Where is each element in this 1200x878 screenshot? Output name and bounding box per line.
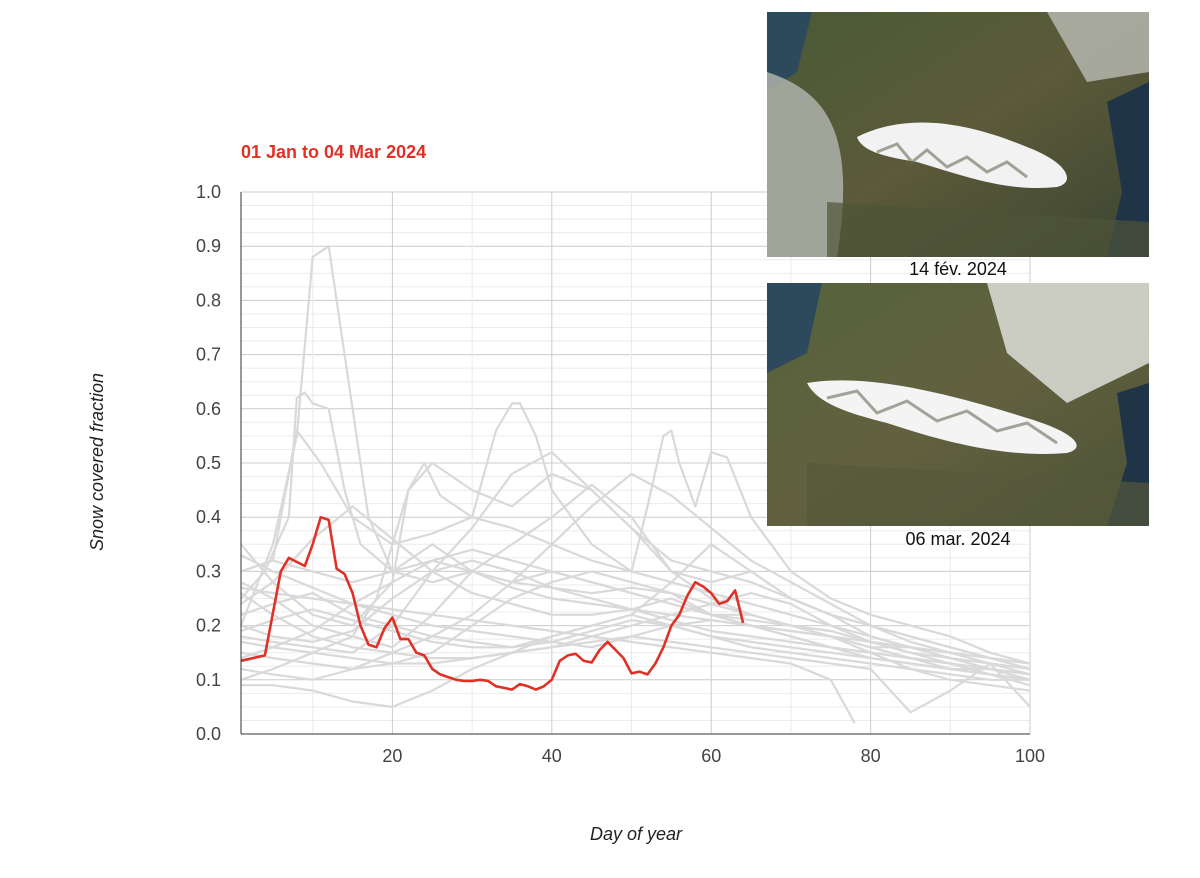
y-tick-label: 1.0 xyxy=(196,182,221,202)
y-tick-label: 0.2 xyxy=(196,616,221,636)
highlight-series xyxy=(240,515,745,691)
background-series-line xyxy=(240,586,856,724)
background-series xyxy=(239,245,1031,724)
x-tick-label: 100 xyxy=(1015,746,1045,766)
x-tick-label: 20 xyxy=(382,746,402,766)
y-tick-label: 0.8 xyxy=(196,290,221,310)
y-axis-title: Snow covered fraction xyxy=(87,373,107,551)
background-series-line xyxy=(240,505,1031,681)
y-tick-label: 0.3 xyxy=(196,561,221,581)
x-axis-title: Day of year xyxy=(590,824,683,844)
y-tick-label: 0.5 xyxy=(196,453,221,473)
satellite-image-mar xyxy=(767,283,1149,526)
y-tick-label: 0.6 xyxy=(196,399,221,419)
image-caption-mar: 06 mar. 2024 xyxy=(905,529,1011,549)
background-series-line xyxy=(240,608,1031,676)
highlight-series-line xyxy=(240,515,745,691)
y-tick-label: 0.4 xyxy=(196,507,221,527)
background-series-line xyxy=(241,613,1030,708)
x-tick-label: 80 xyxy=(861,746,881,766)
background-series-line xyxy=(240,635,1031,714)
image-caption-feb: 14 fév. 2024 xyxy=(909,259,1007,279)
y-tick-label: 0.9 xyxy=(196,236,221,256)
y-tick-label: 0.0 xyxy=(196,724,221,744)
chart-title: 01 Jan to 04 Mar 2024 xyxy=(241,142,426,162)
x-tick-label: 60 xyxy=(701,746,721,766)
y-tick-label: 0.7 xyxy=(196,345,221,365)
background-series-line xyxy=(240,592,1031,687)
x-tick-label: 40 xyxy=(542,746,562,766)
axes: 0.0 0.1 0.2 0.3 0.4 0.5 0.6 0.7 0.8 0.9 1.0 20 40 60 8… xyxy=(196,182,1045,766)
satellite-image-feb xyxy=(767,12,1149,257)
background-series-line xyxy=(240,472,1031,681)
background-series-line xyxy=(240,570,1031,692)
background-series-line xyxy=(239,245,1031,671)
background-series-line xyxy=(240,429,1031,665)
y-tick-label: 0.1 xyxy=(196,670,221,690)
